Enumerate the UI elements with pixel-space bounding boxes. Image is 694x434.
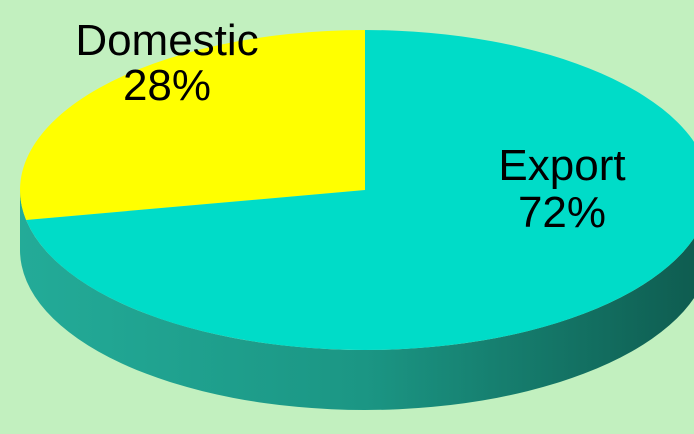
slice-percent-domestic: 28% [123, 61, 211, 110]
slice-percent-export: 72% [518, 188, 606, 237]
slice-label-domestic: Domestic [75, 16, 258, 65]
slice-label-export: Export [498, 141, 625, 190]
